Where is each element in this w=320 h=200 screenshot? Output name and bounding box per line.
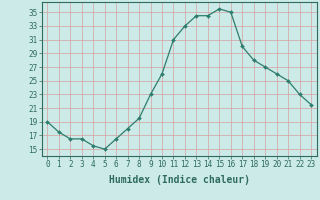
X-axis label: Humidex (Indice chaleur): Humidex (Indice chaleur) xyxy=(109,175,250,185)
